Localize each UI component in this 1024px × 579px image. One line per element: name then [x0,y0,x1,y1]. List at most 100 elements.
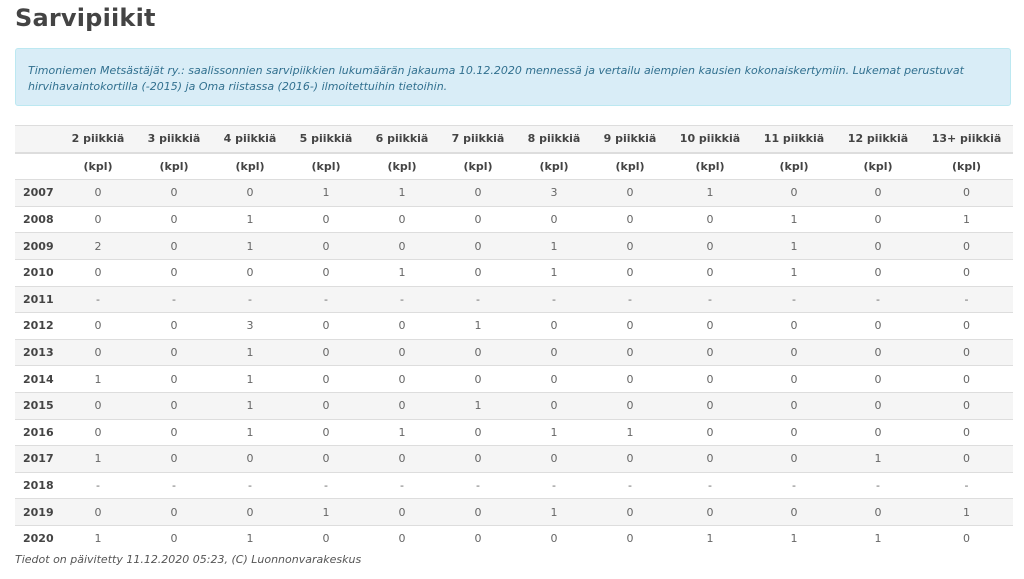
table-row: 2020 1 0 1 0 0 0 0 0 1 1 1 0 [15,524,1013,552]
value-cell: 0 [668,445,752,473]
year-cell: 2012 [15,312,60,340]
value-cell: 0 [288,391,364,420]
table-row: 2008 0 0 1 0 0 0 0 0 0 1 0 1 [15,205,1013,233]
value-cell: 1 [60,445,136,473]
value-cell: 0 [668,418,752,446]
value-cell: 0 [364,338,440,366]
column-unit: (kpl) [212,152,288,180]
value-cell: - [516,471,592,499]
value-cell: 0 [668,205,752,233]
value-cell: - [920,471,1013,499]
value-cell: 0 [592,524,668,552]
info-alert: Timoniemen Metsästäjät ry.: saalissonnie… [15,48,1011,106]
value-cell: 0 [836,205,920,233]
value-cell: 1 [668,179,752,207]
value-cell: 1 [516,498,592,526]
column-unit: (kpl) [440,152,516,180]
value-cell: 0 [920,524,1013,552]
value-cell: 0 [752,445,836,473]
value-cell: 0 [668,338,752,366]
header-row: 2 piikkiä 3 piikkiä 4 piikkiä 5 piikkiä 6 pi… [15,124,1013,154]
table-row: 2018- - - - - - - - - - - - [15,471,1013,499]
value-cell: 0 [364,445,440,473]
year-cell: 2010 [15,258,60,287]
value-cell: 0 [136,205,212,233]
value-cell: 1 [516,418,592,446]
value-cell: 0 [592,205,668,233]
value-cell: 0 [440,524,516,552]
value-cell: 1 [212,205,288,233]
value-cell: 0 [288,258,364,287]
value-cell: 0 [364,365,440,393]
column-header: 11 piikkiä [752,124,836,154]
table-row: 2010 0 0 0 0 1 0 1 0 0 1 0 0 [15,258,1013,287]
value-cell: 0 [592,365,668,393]
value-cell: 0 [920,445,1013,473]
value-cell: 0 [920,179,1013,207]
value-cell: 0 [440,205,516,233]
value-cell: 0 [516,524,592,552]
year-cell: 2009 [15,232,60,260]
value-cell: - [136,285,212,313]
value-cell: 0 [136,232,212,260]
value-cell: 0 [592,232,668,260]
value-cell: 0 [288,418,364,446]
value-cell: - [136,471,212,499]
value-cell: 0 [136,391,212,420]
value-cell: 0 [668,258,752,287]
value-cell: 0 [364,391,440,420]
value-cell: 1 [364,179,440,207]
column-header: 4 piikkiä [212,124,288,154]
value-cell: - [592,471,668,499]
value-cell: 1 [288,179,364,207]
table-row: 2017 1 0 0 0 0 0 0 0 0 0 1 0 [15,445,1013,473]
column-unit: (kpl) [920,152,1013,180]
year-cell: 2008 [15,205,60,233]
value-cell: 1 [60,365,136,393]
value-cell: 1 [592,418,668,446]
value-cell: - [920,285,1013,313]
value-cell: - [212,285,288,313]
table-row: 2019 0 0 0 1 0 0 1 0 0 0 0 1 [15,498,1013,526]
value-cell: 1 [752,524,836,552]
value-cell: 0 [136,338,212,366]
value-cell: - [60,285,136,313]
value-cell: 1 [212,524,288,552]
column-unit: (kpl) [516,152,592,180]
value-cell: 0 [136,445,212,473]
value-cell: 0 [60,338,136,366]
corner-cell [15,124,60,154]
value-cell: 1 [212,338,288,366]
year-cell: 2007 [15,179,60,207]
value-cell: 0 [60,418,136,446]
value-cell: 0 [212,445,288,473]
value-cell: 0 [440,418,516,446]
value-cell: 0 [516,205,592,233]
value-cell: 0 [516,338,592,366]
year-cell: 2013 [15,338,60,366]
value-cell: 0 [288,445,364,473]
value-cell: 0 [920,338,1013,366]
value-cell: 1 [212,418,288,446]
value-cell: 0 [920,232,1013,260]
value-cell: 0 [212,258,288,287]
table-row: 2007 0 0 0 1 1 0 3 0 1 0 0 0 [15,179,1013,207]
value-cell: 0 [136,418,212,446]
value-cell: 0 [212,498,288,526]
value-cell: 0 [836,179,920,207]
column-header: 7 piikkiä [440,124,516,154]
column-unit: (kpl) [288,152,364,180]
value-cell: 0 [836,338,920,366]
value-cell: 0 [752,391,836,420]
value-cell: 0 [668,232,752,260]
value-cell: 2 [60,232,136,260]
value-cell: 0 [60,498,136,526]
table-row: 2015 0 0 1 0 0 1 0 0 0 0 0 0 [15,391,1013,420]
year-cell: 2015 [15,391,60,420]
value-cell: 0 [440,338,516,366]
unit-row: (kpl) (kpl) (kpl) (kpl) (kpl) (kpl) (kpl) (kpl)… [15,152,1013,180]
value-cell: 1 [212,232,288,260]
value-cell: 0 [364,498,440,526]
value-cell: 0 [836,365,920,393]
value-cell: - [752,471,836,499]
